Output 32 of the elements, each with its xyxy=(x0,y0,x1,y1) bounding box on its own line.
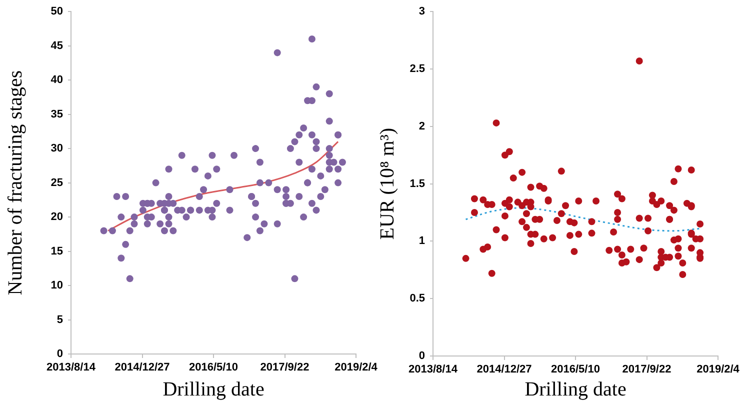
y-axis-title: Number of fracturing stages xyxy=(4,70,26,296)
y-tick-label: 10 xyxy=(50,280,63,292)
y-axis-title: EUR (10⁸ m³) xyxy=(376,128,398,240)
y-tick-label: 2 xyxy=(418,120,425,132)
x-tick-label: 2014/12/27 xyxy=(476,364,532,376)
y-tick-label: 25 xyxy=(50,176,63,189)
x-tick-label: 2016/5/10 xyxy=(551,364,600,376)
y-tick-label: 1 xyxy=(418,235,425,248)
x-tick-label: 2019/2/4 xyxy=(334,362,378,374)
y-tick-label: 40 xyxy=(50,74,63,86)
y-tick-label: 30 xyxy=(50,142,63,155)
y-tick-label: 0 xyxy=(418,350,425,362)
y-tick-label: 0.5 xyxy=(410,292,425,305)
x-axis-title: Drilling date xyxy=(162,378,264,400)
y-tick-label: 45 xyxy=(50,40,63,52)
y-tick-label: 2.5 xyxy=(410,63,425,76)
x-tick-label: 2016/5/10 xyxy=(189,362,238,374)
x-tick-label: 2019/2/4 xyxy=(696,364,740,376)
x-tick-label: 2013/8/14 xyxy=(408,364,458,376)
y-tick-label: 50 xyxy=(50,6,63,18)
x-axis-title: Drilling date xyxy=(524,378,626,400)
y-tick-label: 1.5 xyxy=(410,178,425,190)
y-tick-label: 3 xyxy=(418,6,425,18)
y-tick-label: 5 xyxy=(56,314,63,326)
y-tick-label: 15 xyxy=(50,245,63,258)
x-tick-label: 2014/12/27 xyxy=(114,362,170,374)
x-tick-label: 2017/9/22 xyxy=(622,364,672,376)
x-tick-label: 2017/9/22 xyxy=(260,362,310,374)
y-tick-label: 35 xyxy=(50,108,63,120)
y-tick-label: 20 xyxy=(50,211,63,224)
x-tick-label: 2013/8/14 xyxy=(46,362,96,374)
y-tick-label: 0 xyxy=(56,348,63,360)
